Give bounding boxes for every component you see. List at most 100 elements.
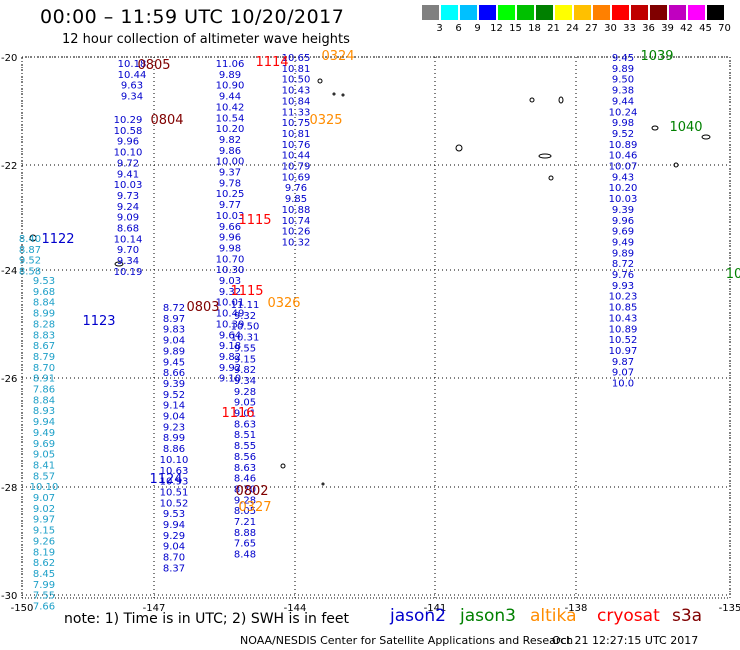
swh-value: 9.70 [117,245,139,256]
swh-value: 10.14 [114,234,143,245]
swh-value: 10.32 [282,237,311,248]
scale-swatch [612,5,629,20]
scale-label: 70 [718,23,731,34]
swh-value: 9.98 [219,243,241,254]
legend-s3a: s3a [672,606,703,626]
swh-value: 9.15 [234,354,256,365]
swh-value: 8.88 [234,528,256,539]
scale-label: 24 [566,23,579,34]
swh-value: 7.66 [33,602,55,613]
swh-value: 9.52 [612,129,634,140]
scale-swatch [593,5,610,20]
swh-value: 9.69 [612,227,634,238]
swh-value: 10.26 [282,227,311,238]
swh-value: 9.23 [163,422,185,433]
pass-id-label: 1116 [221,406,254,421]
swh-value: 9.96 [219,233,241,244]
swh-value: 8.68 [117,224,139,235]
swh-value: 9.04 [163,412,185,423]
swh-value: 10.43 [609,313,638,324]
pass-id-label: 0326 [267,296,300,311]
legend-cryosat: cryosat [597,606,660,626]
swh-value: 8.86 [163,444,185,455]
longitude-label: -135 [719,603,740,614]
swh-value: 9.24 [117,202,139,213]
swh-value: 8.19 [33,547,55,558]
swh-value: 8.79 [33,352,55,363]
latitude-label: -26 [1,374,17,385]
swh-value: 10.20 [609,183,638,194]
pass-id-label: 1122 [41,232,74,247]
swh-value: 9.28 [234,495,256,506]
swh-value: 9.49 [612,237,634,248]
swh-value: 10.84 [282,96,311,107]
generated-timestamp: Oct 21 12:27:15 UTC 2017 [552,634,699,647]
swh-value: 10.49 [216,309,245,320]
swh-value: 9.52 [19,256,41,267]
swh-value: 9.34 [234,376,256,387]
swh-value: 9.34 [121,92,143,103]
swh-value: 9.37 [219,168,241,179]
swh-value: 8.84 [33,298,55,309]
swh-value: 10.44 [282,151,311,162]
swh-value: 9.89 [612,64,634,75]
swh-value: 10.46 [609,151,638,162]
swh-value: 10.18 [118,59,147,70]
swh-value: 8.66 [163,368,185,379]
swh-value: 8.45 [33,569,55,580]
island-outline [321,482,325,486]
scale-swatch [498,5,515,20]
swh-value: 8.67 [33,341,55,352]
scale-label: 30 [604,23,617,34]
swh-value: 8.93 [33,406,55,417]
swh-value: 8.55 [234,441,256,452]
swh-value: 9.49 [33,428,55,439]
swh-value: 10.31 [231,333,260,344]
swh-value: 7.65 [234,539,256,550]
swh-value: 9.04 [163,542,185,553]
swh-value: 7.99 [33,580,55,591]
swh-value: 9.07 [612,368,634,379]
scale-label: 15 [509,23,522,34]
map-title: 00:00 – 11:59 UTC 10/20/2017 [40,6,345,28]
swh-value: 9.82 [219,352,241,363]
swh-value: 9.14 [163,401,185,412]
swh-value: 8.63 [234,463,256,474]
swh-value: 10.30 [216,265,245,276]
swh-value: 10.75 [282,118,311,129]
swh-value: 9.05 [234,398,256,409]
swh-value: 9.64 [219,330,241,341]
swh-value: 7.21 [234,517,256,528]
swh-value: 8.83 [33,330,55,341]
island-outline [317,78,323,84]
scale-label: 27 [585,23,598,34]
scale-swatch [650,5,667,20]
scale-swatch [422,5,439,20]
pass-id-label: 1115 [238,213,271,228]
swh-value: 8.51 [234,430,256,441]
swh-value: 9.77 [219,200,241,211]
latitude-label: -22 [1,161,17,172]
swh-value: 10.24 [609,107,638,118]
swh-value: 9.01 [234,409,256,420]
swh-value: 9.44 [612,96,634,107]
swh-value: 10.69 [282,172,311,183]
swh-value: 8.72 [612,259,634,270]
swh-value: 8.91 [33,374,55,385]
swh-value: 10.90 [216,81,245,92]
pass-id-label: 1114 [255,55,288,70]
swh-value: 9.43 [612,172,634,183]
scale-swatch [460,5,477,20]
legend-jason2: jason2 [390,606,446,626]
swh-value: 9.93 [612,281,634,292]
scale-swatch [441,5,458,20]
scale-label: 21 [547,23,560,34]
swh-value: 9.45 [612,53,634,64]
pass-id-label: 0802 [235,484,268,499]
swh-value: 10.51 [160,487,189,498]
swh-value: 9.55 [234,343,256,354]
island-outline [558,96,564,104]
swh-value: 10.70 [216,254,245,265]
swh-value: 7.55 [33,591,55,602]
